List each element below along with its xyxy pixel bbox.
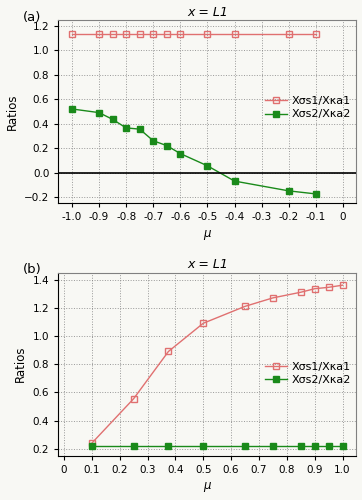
Legend: Xσs1/Xκa1, Xσs2/Xκa2: Xσs1/Xκa1, Xσs2/Xκa2 <box>265 96 351 120</box>
Title: x = L1: x = L1 <box>187 258 228 272</box>
Text: (b): (b) <box>22 264 41 276</box>
Y-axis label: Ratios: Ratios <box>5 93 18 130</box>
X-axis label: $\mu$: $\mu$ <box>203 228 212 241</box>
Title: x = L1: x = L1 <box>187 6 228 18</box>
X-axis label: $\mu$: $\mu$ <box>203 480 212 494</box>
Y-axis label: Ratios: Ratios <box>14 346 27 383</box>
Legend: Xσs1/Xκa1, Xσs2/Xκa2: Xσs1/Xκa1, Xσs2/Xκa2 <box>265 362 351 385</box>
Text: (a): (a) <box>22 10 41 24</box>
